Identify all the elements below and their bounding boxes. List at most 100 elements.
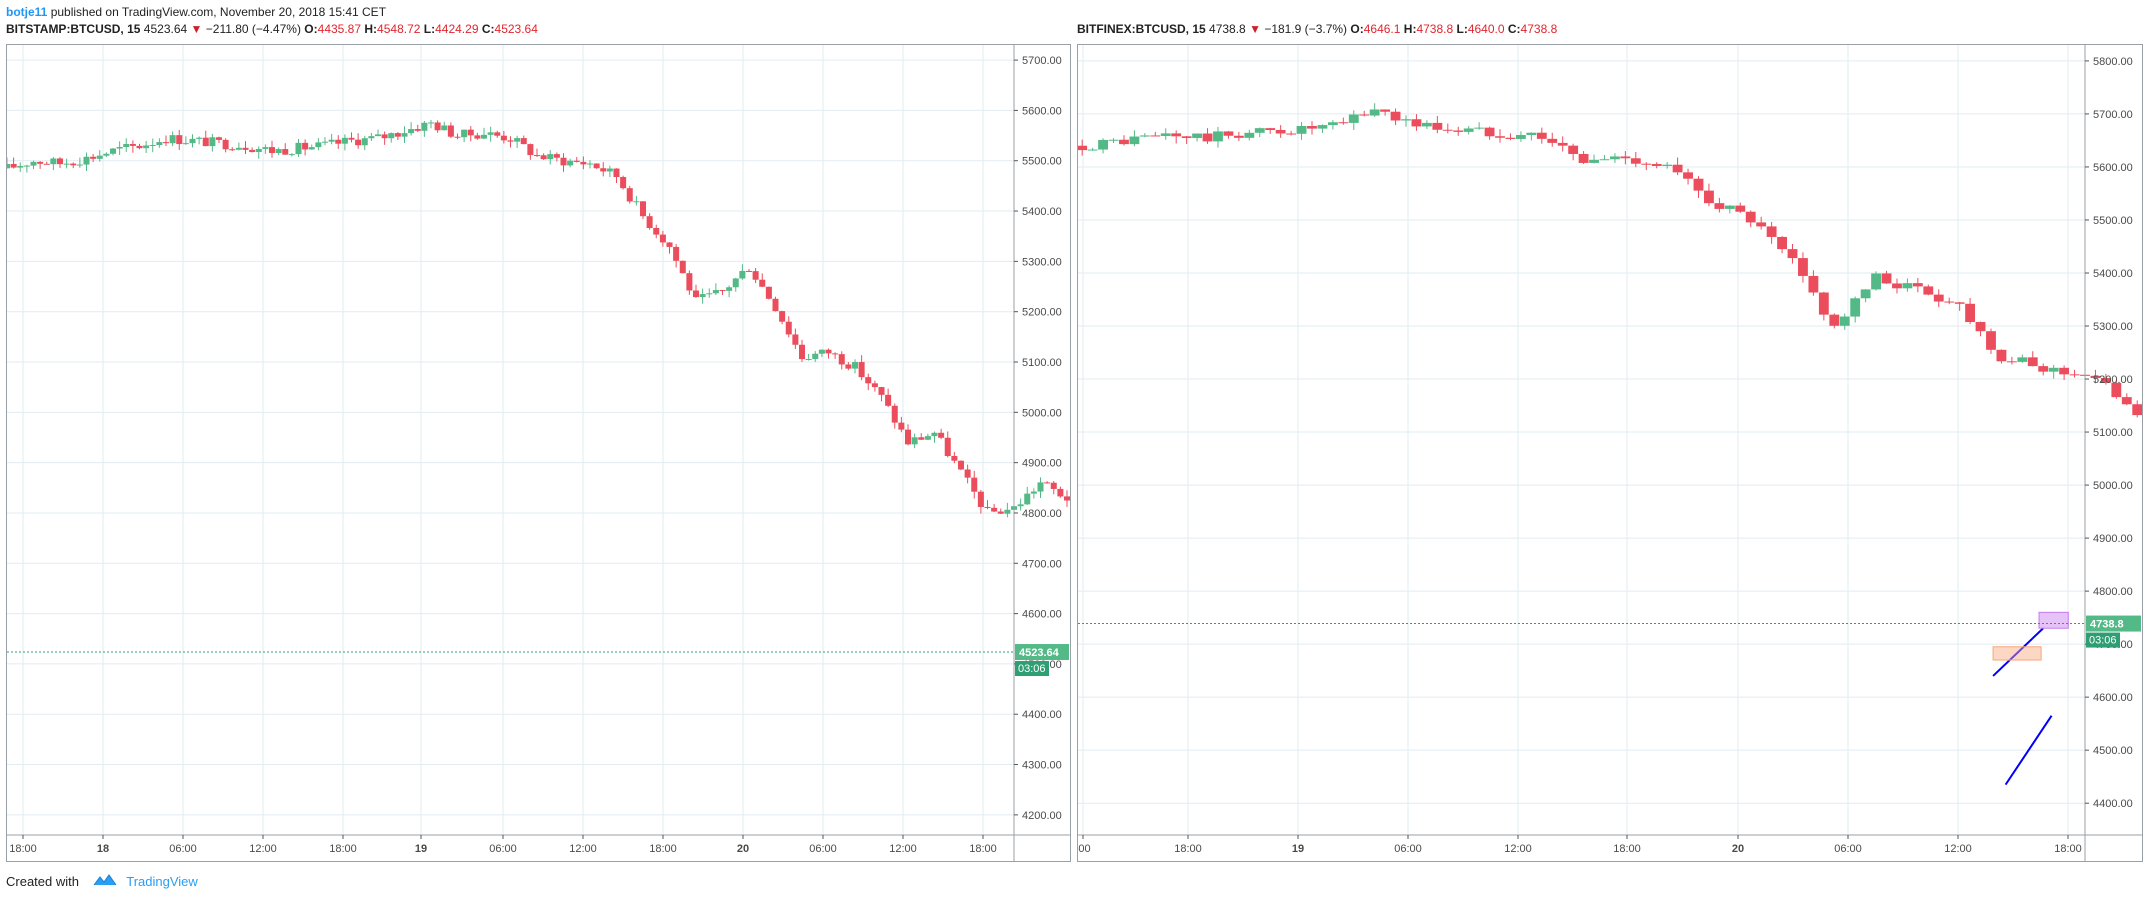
candle-down [1808, 275, 1819, 293]
candle-down [639, 201, 647, 217]
candle-up [1244, 132, 1255, 138]
candle-down [242, 147, 249, 150]
candle-up [235, 147, 242, 150]
candle-down [798, 344, 806, 360]
candle-down [1536, 132, 1547, 139]
candle-down [553, 154, 560, 158]
candle-down [467, 129, 474, 136]
price-axis[interactable]: 5800.00 5700.00 5600.00 5500.00 5400.00 5300.… [2085, 56, 2133, 810]
current-price-badge [1015, 644, 1069, 661]
candle-down [1359, 114, 1370, 116]
candle-down [1881, 273, 1892, 284]
price-tick-label: 5500.00 [2093, 215, 2133, 227]
candle-down [1150, 135, 1161, 137]
time-tick-label: 06:00 [489, 843, 517, 855]
candle-down [772, 298, 779, 312]
trend-line[interactable] [1992, 627, 2044, 677]
price-change: −181.9 (−3.7%) [1264, 22, 1348, 36]
candle-up [606, 168, 613, 172]
candle-down [1923, 286, 1934, 295]
candle-up [1348, 114, 1359, 123]
candle-down [1986, 331, 1996, 350]
price-tick-label: 4300.00 [1022, 760, 1062, 772]
trend-line[interactable] [2004, 715, 2053, 786]
tradingview-link[interactable]: TradingView [126, 874, 198, 889]
candle-down [1063, 496, 1070, 501]
time-axis[interactable]: 18:00 18 06:00 12:00 18:00 19 06:00 12:00 18:00 2… [9, 835, 997, 855]
annotations [1992, 611, 2069, 786]
time-tick-label: 19 [415, 843, 427, 855]
candle-down [215, 137, 223, 140]
candle-down [1202, 133, 1213, 142]
candle-up [374, 134, 382, 137]
countdown-badge [2086, 632, 2120, 648]
time-tick-label: 12:00 [1944, 843, 1972, 855]
candle-down [646, 216, 653, 228]
price-tick-label: 5200.00 [1022, 307, 1062, 319]
candle-down [904, 429, 912, 445]
candle-down [679, 260, 686, 274]
resistance-zone[interactable] [2038, 611, 2069, 629]
price-tick-label: 5600.00 [1022, 105, 1062, 117]
tradingview-logo-icon[interactable] [93, 873, 117, 893]
candle-up [288, 154, 295, 156]
candle-down [1390, 111, 1401, 121]
candle-up [76, 164, 83, 166]
candle-down [1798, 258, 1808, 276]
candle-down [222, 139, 229, 150]
candle-up [1098, 139, 1108, 150]
candle-down [971, 477, 978, 492]
candle-up [255, 148, 262, 153]
candle-down [977, 491, 984, 507]
candle-down [593, 163, 600, 169]
candle-down [759, 279, 766, 287]
candle-up [182, 143, 189, 145]
candle-up [63, 163, 70, 165]
left-chart-panel[interactable]: 5700.00 5600.00 5500.00 5400.00 5300.00 5200.… [6, 44, 1071, 862]
candle-down [825, 349, 832, 354]
candle-up [1160, 133, 1171, 137]
candle-up [1129, 136, 1140, 145]
candle-down [90, 156, 97, 159]
price-change: −211.80 (−4.47%) [205, 22, 301, 36]
candle-down [626, 188, 633, 202]
price-tick-label: 4800.00 [2093, 586, 2133, 598]
candle-down [957, 460, 965, 470]
candle-up [1024, 493, 1031, 505]
left-candlestick-chart[interactable]: 5700.00 5600.00 5500.00 5400.00 5300.00 5200.… [7, 45, 1070, 861]
candle-down [494, 132, 501, 136]
candle-down [613, 168, 620, 178]
down-arrow-icon: ▼ [1249, 22, 1261, 36]
candle-up [461, 129, 468, 138]
price-axis[interactable]: 5700.00 5600.00 5500.00 5400.00 5300.00 5200.… [1014, 55, 1062, 822]
publish-text: published on TradingView.com, November 2… [50, 5, 387, 19]
candle-up [1902, 283, 1913, 289]
right-candlestick-chart[interactable]: 5800.00 5700.00 5600.00 5500.00 5400.00 5300.… [1078, 45, 2142, 861]
candle-down [2059, 367, 2070, 375]
candle-down [845, 364, 852, 369]
candle-down [1307, 126, 1317, 129]
candle-up [116, 147, 123, 149]
candle-down [1693, 178, 1704, 191]
time-axis[interactable]: :00 18:00 19 06:00 12:00 18:00 20 06:00 12:00 18:… [1078, 835, 2082, 855]
candle-down [686, 273, 693, 291]
symbol-name[interactable]: BITFINEX:BTCUSD, 15 [1077, 22, 1206, 36]
candle-up [1610, 156, 1620, 160]
candle-up [1037, 482, 1044, 492]
close-value: 4738.8 [1520, 22, 1558, 36]
candle-up [567, 160, 574, 166]
support-zone[interactable] [1992, 646, 2042, 661]
candle-down [891, 405, 898, 423]
candle-down [1505, 137, 1516, 139]
right-chart-panel[interactable]: 5800.00 5700.00 5600.00 5500.00 5400.00 5300.… [1077, 44, 2143, 862]
candle-down [381, 134, 388, 139]
candle-down [2038, 366, 2049, 372]
candle-down [1933, 294, 1944, 302]
symbol-name[interactable]: BITSTAMP:BTCUSD, 15 [6, 22, 141, 36]
candle-up [1108, 139, 1119, 141]
candle-down [70, 163, 77, 166]
candle-down [692, 290, 700, 298]
username-link[interactable]: botje11 [6, 5, 48, 19]
candle-down [1057, 488, 1064, 497]
candle-up [514, 138, 521, 142]
